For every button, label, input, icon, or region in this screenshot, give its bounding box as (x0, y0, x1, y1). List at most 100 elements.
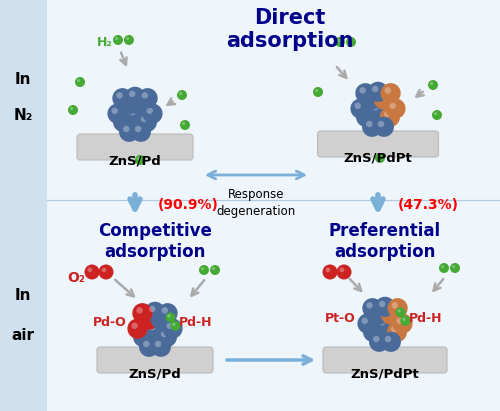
Circle shape (367, 326, 374, 332)
Circle shape (368, 82, 388, 102)
Text: In: In (15, 288, 31, 302)
Circle shape (350, 99, 370, 119)
Circle shape (439, 263, 449, 273)
Circle shape (315, 89, 318, 92)
Text: ZnS/Pd: ZnS/Pd (108, 155, 162, 168)
Circle shape (398, 309, 400, 313)
Circle shape (162, 319, 182, 339)
Circle shape (366, 302, 373, 309)
Circle shape (124, 35, 134, 45)
Circle shape (135, 126, 141, 132)
Circle shape (392, 302, 398, 309)
FancyBboxPatch shape (47, 0, 500, 200)
Circle shape (369, 305, 389, 325)
Circle shape (379, 319, 386, 326)
Circle shape (161, 331, 168, 337)
Circle shape (362, 117, 382, 137)
Text: H₂: H₂ (97, 35, 113, 48)
Text: ZnS/PdPt: ZnS/PdPt (344, 152, 412, 164)
Circle shape (358, 314, 378, 334)
Circle shape (336, 265, 351, 279)
Circle shape (391, 326, 398, 332)
Circle shape (137, 112, 157, 132)
Circle shape (177, 90, 187, 100)
Circle shape (348, 39, 351, 42)
Circle shape (128, 319, 148, 339)
Circle shape (139, 337, 159, 357)
Circle shape (141, 116, 148, 122)
Circle shape (116, 92, 123, 99)
Circle shape (135, 155, 145, 165)
Circle shape (337, 39, 340, 42)
Circle shape (373, 308, 380, 315)
Circle shape (123, 99, 130, 105)
Circle shape (362, 298, 382, 318)
FancyBboxPatch shape (47, 200, 500, 411)
Circle shape (452, 265, 455, 268)
Circle shape (84, 265, 100, 279)
Text: N₂: N₂ (14, 108, 32, 122)
Circle shape (131, 122, 151, 142)
Circle shape (129, 109, 136, 115)
Circle shape (123, 126, 130, 132)
Circle shape (360, 111, 366, 118)
Circle shape (155, 341, 162, 347)
Circle shape (373, 336, 380, 342)
Circle shape (387, 322, 407, 342)
Text: Pd-H: Pd-H (179, 316, 212, 330)
Circle shape (149, 306, 156, 312)
Text: Pd-O: Pd-O (93, 316, 127, 330)
Text: (47.3%): (47.3%) (398, 198, 459, 212)
Circle shape (77, 79, 80, 82)
Circle shape (385, 308, 392, 315)
FancyBboxPatch shape (97, 347, 213, 373)
Circle shape (125, 105, 145, 125)
Circle shape (166, 312, 175, 322)
Text: air: air (12, 328, 34, 342)
Circle shape (366, 93, 372, 100)
Circle shape (182, 122, 185, 125)
Circle shape (374, 90, 394, 110)
Circle shape (137, 331, 143, 337)
Circle shape (119, 122, 139, 142)
Circle shape (108, 104, 128, 124)
Text: Direct
adsorption: Direct adsorption (226, 8, 354, 51)
Circle shape (374, 117, 394, 137)
Circle shape (117, 116, 123, 122)
Text: In: In (15, 72, 31, 88)
FancyBboxPatch shape (323, 347, 447, 373)
Circle shape (145, 320, 165, 340)
Circle shape (166, 323, 173, 329)
Circle shape (133, 327, 153, 347)
Circle shape (113, 112, 133, 132)
Circle shape (356, 83, 376, 103)
Circle shape (157, 327, 177, 347)
Circle shape (346, 37, 356, 47)
Circle shape (335, 37, 345, 47)
Circle shape (135, 99, 141, 105)
Circle shape (354, 103, 361, 109)
Text: Pt-O: Pt-O (325, 312, 356, 325)
Circle shape (113, 35, 123, 45)
Text: ZnS/Pd: ZnS/Pd (128, 367, 182, 381)
Circle shape (126, 37, 129, 40)
Circle shape (400, 316, 410, 326)
Circle shape (366, 121, 372, 127)
Circle shape (360, 87, 366, 94)
Circle shape (170, 321, 180, 331)
Circle shape (142, 92, 148, 99)
Circle shape (384, 87, 391, 94)
Circle shape (70, 107, 73, 110)
Circle shape (380, 107, 400, 127)
Circle shape (158, 303, 178, 323)
Circle shape (143, 314, 150, 320)
Circle shape (375, 297, 395, 317)
FancyBboxPatch shape (77, 134, 193, 160)
Text: Competitive
adsorption: Competitive adsorption (98, 222, 212, 261)
Circle shape (340, 268, 344, 272)
Circle shape (362, 318, 368, 324)
Circle shape (172, 323, 176, 326)
Circle shape (131, 95, 151, 115)
Circle shape (102, 268, 106, 272)
FancyBboxPatch shape (0, 0, 47, 411)
